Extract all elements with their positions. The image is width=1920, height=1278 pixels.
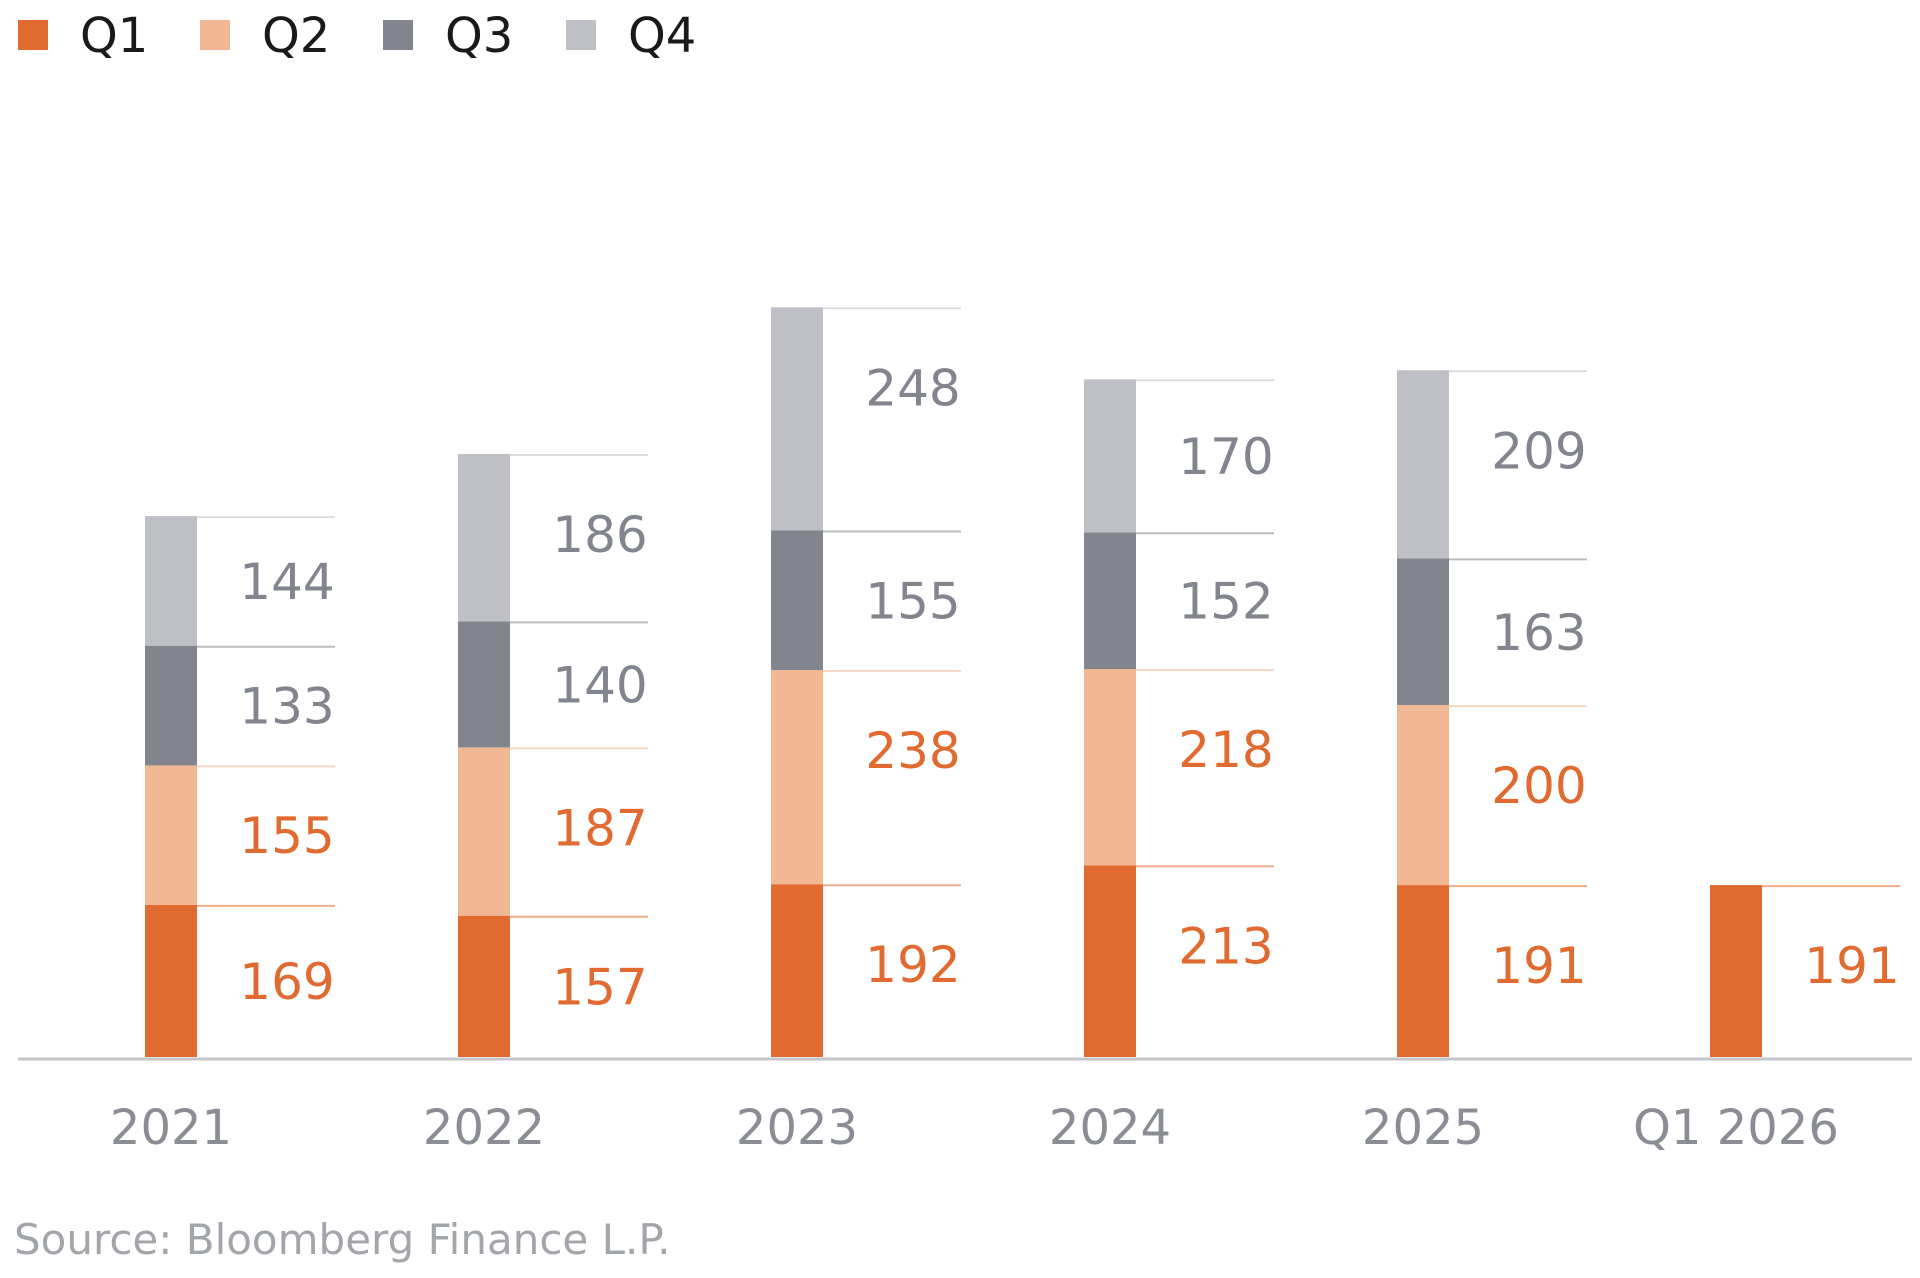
data-label-2021-q1: 169: [239, 953, 334, 1011]
bar-2024-q2: [1084, 669, 1136, 866]
legend-swatch-q3: [383, 20, 413, 50]
bar-2024-q4: [1084, 379, 1136, 533]
data-label-2025-q1: 191: [1491, 937, 1586, 995]
bar-q1-2026-q1: [1710, 885, 1762, 1057]
legend-label-q4: Q4: [628, 8, 696, 64]
legend: Q1 Q2 Q3 Q4: [18, 8, 696, 64]
bar-2024-q3: [1084, 532, 1136, 670]
bar-2025-q4: [1397, 370, 1449, 559]
legend-swatch-q1: [18, 20, 48, 50]
data-labels: 169 155 133 144 157 187 140 186 192 238 155 248 213 2…: [239, 359, 1899, 1016]
x-tick-label: Q1 2026: [1633, 1100, 1839, 1156]
x-tick-label: 2021: [110, 1100, 232, 1156]
bar-2022-q3: [458, 621, 510, 748]
data-label-2023-q4: 248: [865, 359, 960, 417]
data-label-2021-q3: 133: [239, 678, 334, 736]
data-label-2023-q3: 155: [865, 572, 960, 630]
bar-2025-q3: [1397, 558, 1449, 706]
bar-2023-q1: [771, 884, 823, 1057]
bar-2023-q3: [771, 530, 823, 670]
data-label-2022-q4: 186: [552, 506, 647, 564]
bar-2021-q4: [145, 516, 197, 646]
data-label-2025-q4: 209: [1491, 422, 1586, 480]
x-tick-label: 2022: [423, 1100, 545, 1156]
bar-2021-q3: [145, 645, 197, 766]
bars: [145, 307, 1900, 1057]
data-label-2021-q2: 155: [239, 807, 334, 865]
x-tick-label: 2023: [736, 1100, 858, 1156]
bar-2022-q2: [458, 747, 510, 916]
source-note: Source: Bloomberg Finance L.P.: [14, 1215, 671, 1264]
bar-2022-q4: [458, 454, 510, 622]
legend-swatch-q2: [200, 20, 230, 50]
legend-label-q1: Q1: [80, 8, 148, 64]
bar-2025-q1: [1397, 885, 1449, 1057]
legend-label-q2: Q2: [262, 8, 330, 64]
data-label-2024-q1: 213: [1178, 917, 1273, 975]
bar-2023-q2: [771, 670, 823, 885]
data-label-2024-q4: 170: [1178, 428, 1273, 486]
data-label-2023-q2: 238: [865, 722, 960, 780]
bar-2023-q4: [771, 307, 823, 531]
data-label-2022-q1: 157: [552, 958, 647, 1016]
bar-2024-q1: [1084, 865, 1136, 1057]
bar-2021-q2: [145, 765, 197, 905]
x-tick-label: 2025: [1362, 1100, 1484, 1156]
bar-2022-q1: [458, 915, 510, 1057]
data-label-2022-q3: 140: [552, 656, 647, 714]
legend-swatch-q4: [566, 20, 596, 50]
x-tick-label: 2024: [1049, 1100, 1171, 1156]
legend-label-q3: Q3: [445, 8, 513, 64]
data-label-2024-q2: 218: [1178, 721, 1273, 779]
data-label-2023-q1: 192: [865, 936, 960, 994]
data-label-2021-q4: 144: [239, 553, 334, 611]
data-label-2022-q2: 187: [552, 799, 647, 857]
data-label-2025-q3: 163: [1491, 604, 1586, 662]
data-label-2024-q3: 152: [1178, 573, 1273, 631]
x-axis-ticks: 2021 2022 2023 2024 2025 Q1 2026: [110, 1100, 1839, 1156]
data-label-2025-q2: 200: [1491, 757, 1586, 815]
data-label-q1-2026-q1: 191: [1804, 937, 1899, 995]
bar-2021-q1: [145, 904, 197, 1057]
bar-2025-q2: [1397, 705, 1449, 886]
